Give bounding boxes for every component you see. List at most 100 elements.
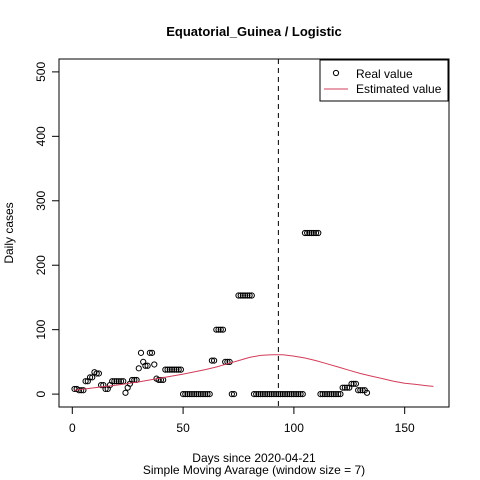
real-value-point: [304, 229, 311, 237]
real-value-point: [86, 374, 94, 381]
real-value-point: [117, 378, 125, 385]
real-value-point: [148, 349, 156, 356]
real-value-point: [328, 391, 335, 398]
real-value-point: [151, 361, 158, 368]
x-tick-label: 150: [395, 421, 415, 435]
real-value-point: [188, 391, 196, 398]
x-tick-label: 0: [69, 421, 76, 435]
real-value-point: [202, 391, 209, 398]
real-value-point: [264, 391, 271, 398]
real-value-point: [204, 391, 211, 398]
real-value-point: [171, 366, 178, 373]
real-value-point: [350, 380, 357, 387]
real-value-point: [341, 384, 348, 391]
real-value-point: [268, 391, 275, 398]
real-value-point: [95, 370, 102, 377]
real-value-point: [339, 384, 346, 391]
real-value-point: [142, 362, 149, 369]
real-value-point: [168, 366, 176, 373]
real-value-point: [255, 391, 262, 398]
y-tick-label: 500: [34, 62, 48, 82]
estimated-value-line: [74, 354, 434, 391]
real-value-points: [71, 229, 371, 398]
real-value-point: [111, 378, 118, 385]
real-value-point: [337, 391, 344, 398]
real-value-point: [193, 391, 200, 398]
real-value-point: [113, 378, 120, 385]
real-value-point: [155, 376, 162, 384]
real-value-point: [215, 326, 222, 333]
y-axis-label: Daily cases: [2, 202, 16, 263]
real-value-point: [186, 391, 193, 398]
real-value-point: [162, 366, 169, 373]
real-value-point: [286, 391, 293, 398]
real-value-point: [197, 391, 204, 398]
real-value-point: [348, 380, 355, 387]
real-value-point: [279, 391, 286, 398]
legend-real-marker: [332, 69, 340, 77]
chart-title: Equatorial_Guinea / Logistic: [166, 24, 342, 39]
legend: Real value Estimated value: [319, 59, 449, 102]
real-value-point: [297, 391, 304, 398]
real-value-point: [182, 391, 189, 398]
real-value-point: [217, 326, 224, 333]
real-value-point: [275, 391, 282, 398]
real-value-point: [175, 366, 182, 373]
real-value-point: [195, 391, 202, 398]
real-value-point: [266, 391, 273, 398]
real-value-point: [363, 389, 371, 396]
real-value-point: [306, 229, 313, 237]
real-value-point: [355, 387, 362, 394]
real-value-point: [257, 391, 264, 398]
real-value-point: [89, 374, 96, 381]
real-value-point: [288, 391, 295, 398]
real-value-point: [98, 381, 105, 389]
real-value-point: [93, 370, 100, 377]
x-tick-label: 100: [284, 421, 304, 435]
y-tick-label: 100: [34, 319, 48, 339]
real-value-point: [312, 229, 320, 237]
real-value-point: [321, 391, 329, 398]
real-value-point: [239, 292, 247, 299]
real-value-point: [326, 391, 333, 398]
real-value-point: [281, 391, 289, 398]
real-value-point: [115, 378, 122, 385]
real-value-point: [248, 292, 255, 299]
real-value-point: [166, 366, 173, 373]
legend-estimated-label: Estimated value: [356, 82, 442, 96]
real-value-point: [122, 389, 129, 396]
y-tick-label: 300: [34, 190, 48, 210]
real-value-point: [359, 387, 366, 394]
y-tick-label: 400: [34, 126, 48, 146]
real-value-point: [213, 326, 220, 333]
real-value-point: [317, 391, 324, 398]
real-value-point: [301, 229, 309, 237]
plot-area: [58, 58, 450, 408]
x-tick-label: 50: [176, 421, 190, 435]
real-value-point: [250, 391, 258, 398]
real-value-point: [273, 391, 280, 398]
x-axis: 0 50 100 150: [69, 406, 415, 435]
real-value-point: [177, 366, 184, 373]
real-value-point: [164, 366, 171, 373]
real-value-point: [246, 292, 253, 299]
y-tick-label: 200: [34, 255, 48, 275]
y-tick-label: 0: [34, 390, 48, 397]
real-value-point: [237, 292, 244, 299]
real-value-point: [244, 292, 251, 299]
real-value-point: [179, 391, 187, 398]
x-axis-subtitle: Simple Moving Avarage (window size = 7): [143, 463, 365, 477]
real-value-point: [295, 391, 302, 398]
real-value-point: [82, 378, 89, 385]
real-value-point: [109, 378, 116, 385]
real-value-point: [242, 292, 249, 299]
real-value-point: [293, 391, 300, 398]
real-value-point: [191, 391, 198, 398]
real-value-point: [270, 391, 278, 398]
real-value-point: [230, 391, 238, 398]
real-value-point: [259, 391, 266, 398]
real-value-point: [357, 387, 364, 394]
real-value-point: [284, 391, 291, 398]
real-value-point: [299, 391, 306, 398]
